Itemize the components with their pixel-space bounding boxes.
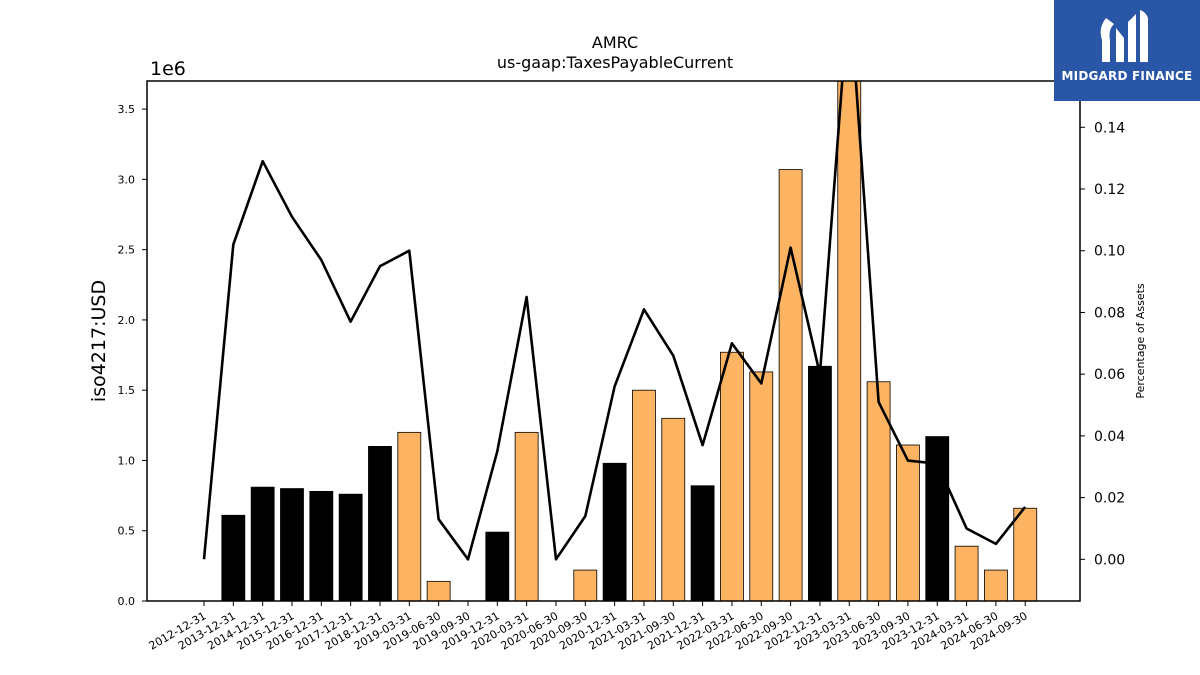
y-tick-label: 3.0 — [118, 173, 136, 186]
y-tick-label: 1.5 — [118, 384, 136, 397]
y2-tick-label: 0.14 — [1094, 120, 1125, 136]
bar-2015-12-31 — [280, 488, 304, 601]
bar-2022-06-30 — [749, 371, 774, 601]
plot-frame — [146, 80, 1081, 602]
y-tick-label: 2.5 — [118, 244, 136, 257]
y2-tick-label: 0.08 — [1094, 305, 1125, 321]
bar-2018-12-31 — [368, 446, 392, 601]
line-layer — [202, 81, 1027, 561]
y-offset-label: 1e6 — [150, 58, 186, 80]
bar-2023-06-30 — [866, 381, 891, 601]
bar-2020-09-30 — [573, 569, 598, 601]
y-tick-label: 0.5 — [118, 525, 136, 538]
logo-mark-icon — [1100, 10, 1148, 62]
logo-text: MIDGARD FINANCE — [1061, 69, 1193, 83]
y2-axis-label: Percentage of Assets — [1134, 283, 1147, 399]
y-tick-label: 3.5 — [118, 103, 136, 116]
bar-2016-12-31 — [309, 490, 334, 601]
bar-2023-12-31 — [925, 436, 950, 601]
bar-2023-09-30 — [896, 444, 920, 601]
bars-layer — [221, 81, 1038, 601]
y2-tick-label: 0.04 — [1094, 429, 1125, 445]
y2-tick-label: 0.12 — [1094, 182, 1125, 198]
chart-subtitle: us-gaap:TaxesPayableCurrent — [497, 53, 733, 72]
bar-2019-06-30 — [426, 580, 451, 601]
y-tick-label: 0.0 — [118, 595, 136, 608]
y2-tick-label: 0.06 — [1094, 367, 1125, 383]
y2-tick-label: 0.02 — [1094, 491, 1125, 507]
bar-2021-03-31 — [632, 389, 656, 601]
bar-2022-09-30 — [778, 169, 803, 601]
midgard-finance-logo: MIDGARD FINANCE — [1054, 0, 1200, 101]
bar-2022-03-31 — [720, 351, 744, 601]
y-tick-label: 1.0 — [118, 454, 136, 467]
bar-2023-03-31 — [837, 81, 862, 601]
bar-2019-03-31 — [397, 431, 422, 601]
y2-tick-label: 0.00 — [1094, 552, 1125, 568]
bar-2013-12-31 — [221, 514, 246, 601]
bar-2024-09-30 — [1013, 507, 1038, 601]
bar-2020-12-31 — [602, 462, 627, 601]
bar-2022-12-31 — [808, 365, 832, 601]
y2-tick-label: 0.10 — [1094, 244, 1125, 260]
bar-2014-12-31 — [250, 486, 275, 601]
chart-title: AMRC — [592, 33, 638, 52]
percentage-of-assets-line — [202, 81, 1027, 561]
bar-2021-12-31 — [690, 485, 715, 601]
bar-2019-12-31 — [485, 531, 510, 601]
bar-2017-12-31 — [338, 493, 363, 601]
y-axis-label: iso4217:USD — [88, 280, 110, 402]
bar-2024-06-30 — [984, 569, 1008, 601]
bar-2024-03-31 — [954, 545, 979, 601]
bar-2021-09-30 — [661, 417, 686, 601]
y-tick-label: 2.0 — [118, 314, 136, 327]
bar-2020-03-31 — [514, 431, 539, 601]
